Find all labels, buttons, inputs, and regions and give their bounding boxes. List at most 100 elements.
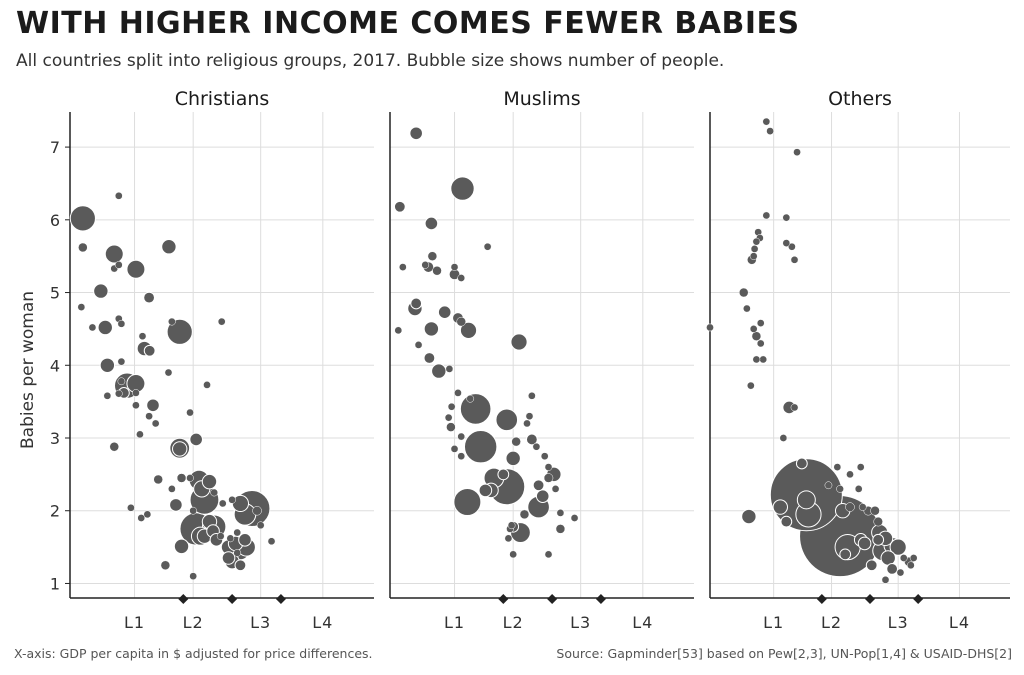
data-bubble <box>543 473 554 483</box>
data-bubble <box>788 242 796 251</box>
data-bubble <box>132 401 140 410</box>
data-bubble <box>454 389 462 397</box>
data-bubble <box>782 239 791 247</box>
data-bubble <box>99 357 116 373</box>
data-bubble <box>117 357 126 366</box>
data-bubble <box>746 381 755 390</box>
data-bubble <box>759 355 768 364</box>
data-bubble <box>109 441 120 452</box>
data-bubble <box>166 318 193 345</box>
data-bubble <box>497 468 510 481</box>
data-bubble <box>93 283 109 299</box>
data-bubble <box>114 389 123 398</box>
data-bubble <box>738 287 749 298</box>
y-tick-label: 7 <box>50 138 60 157</box>
data-bubble <box>267 537 276 546</box>
level-boundary-marker <box>275 594 286 604</box>
x-axis-note: X-axis: GDP per capita in $ adjusted for… <box>14 646 373 661</box>
data-bubble <box>164 368 173 377</box>
data-bubble <box>886 563 899 575</box>
data-bubble <box>450 445 459 453</box>
data-bubble <box>466 394 475 403</box>
data-bubble <box>796 490 816 510</box>
data-bubble <box>459 321 478 339</box>
data-bubble <box>218 499 227 508</box>
data-bubble <box>210 488 219 497</box>
data-bubble <box>555 524 566 534</box>
data-bubble <box>749 252 758 261</box>
data-bubble <box>906 561 915 570</box>
level-boundary-marker <box>864 594 875 604</box>
data-bubble <box>532 442 541 451</box>
y-tick-label: 1 <box>50 574 60 593</box>
data-bubble <box>510 333 528 351</box>
data-bubble <box>750 245 759 253</box>
data-bubble <box>233 549 242 557</box>
data-bubble <box>556 509 565 517</box>
y-tick-label: 3 <box>50 429 60 448</box>
data-bubble <box>226 534 235 543</box>
data-bubble <box>161 239 177 255</box>
data-bubble <box>795 457 808 470</box>
data-bubble <box>127 503 135 512</box>
data-bubble <box>519 509 530 520</box>
facet-panel-christians: 1 2 3 4 5 6 7 Christians L1 L2 L3 L4 <box>50 88 374 632</box>
data-bubble <box>117 377 126 386</box>
data-bubble <box>570 514 579 522</box>
data-bubble <box>172 441 188 457</box>
income-level-label: L1 <box>444 613 465 632</box>
income-level-label: L3 <box>570 613 591 632</box>
data-bubble <box>457 274 466 282</box>
data-bubble <box>766 127 774 135</box>
facet-panel-muslims: Muslims L1 L2 L3 L4 <box>389 88 694 632</box>
data-bubble <box>431 363 447 379</box>
income-level-label: L4 <box>312 613 333 632</box>
data-bubble <box>463 430 498 464</box>
data-bubble <box>824 481 833 490</box>
data-bubble <box>238 533 252 547</box>
data-bubble <box>459 393 492 425</box>
data-bubble <box>421 261 430 269</box>
level-boundary-marker <box>913 594 924 604</box>
data-bubble <box>114 191 123 200</box>
data-bubble <box>437 305 452 319</box>
data-bubble <box>136 430 144 439</box>
data-bubble <box>186 474 194 482</box>
data-bubble <box>752 237 761 246</box>
data-bubble <box>117 319 126 328</box>
data-bubble <box>899 554 908 562</box>
level-boundary-marker <box>178 594 189 604</box>
data-bubble <box>394 326 403 335</box>
data-bubble <box>509 550 518 559</box>
facet-panels: 1 2 3 4 5 6 7 Christians L1 L2 L3 L4 Muslims L1 L2 L3 L4… <box>50 88 1010 632</box>
data-bubble <box>189 432 203 447</box>
data-bubble <box>762 117 771 126</box>
data-bubble <box>833 463 842 471</box>
data-bubble <box>450 176 475 201</box>
data-bubble <box>233 528 242 537</box>
data-bubble <box>523 419 531 428</box>
data-bubble <box>478 483 493 498</box>
data-bubble <box>511 436 521 447</box>
income-level-label: L4 <box>632 613 653 632</box>
data-bubble <box>544 550 553 559</box>
data-bubble <box>845 502 855 512</box>
data-bubble <box>870 505 880 516</box>
data-bubble <box>483 242 492 251</box>
data-bubble <box>445 365 454 373</box>
data-bubble <box>132 389 140 397</box>
data-bubble <box>410 297 423 310</box>
facet-panel-others: Others L1 L2 L3 L4 <box>706 88 1010 632</box>
data-bubble <box>398 263 407 271</box>
data-bubble <box>889 538 907 556</box>
data-bubble <box>97 319 113 336</box>
data-bubble <box>836 485 844 493</box>
data-bubble <box>126 259 146 279</box>
level-boundary-marker <box>595 594 606 604</box>
data-bubble <box>88 323 97 332</box>
data-bubble <box>846 470 854 479</box>
data-bubble <box>457 432 466 441</box>
data-bubble <box>201 473 218 490</box>
data-bubble <box>896 568 905 577</box>
data-bubble <box>216 532 225 541</box>
